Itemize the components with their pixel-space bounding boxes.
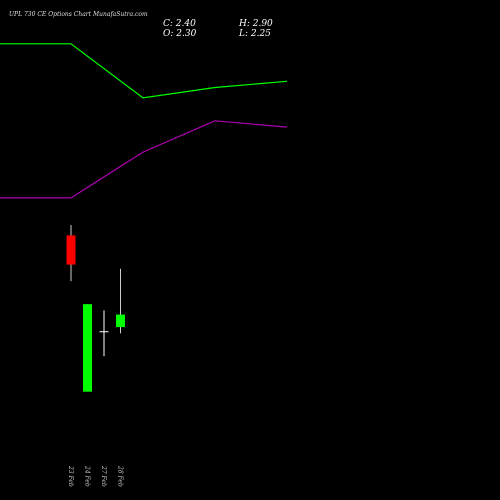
open-value: O: 2.30 [163,29,197,39]
x-tick-label: 23 Feb [67,465,74,487]
x-tick-label: 24 Feb [84,465,91,487]
candle-body [116,314,125,328]
candle [116,268,125,334]
candle [66,225,76,282]
indicator-line-2 [0,120,288,199]
indicator-line-1 [0,43,288,99]
indicator-lines [0,43,288,199]
candle [83,304,92,392]
candle [99,310,109,357]
candle-body [83,304,92,392]
x-axis-ticks: 23 Feb 24 Feb 27 Feb 28 Feb [67,465,124,487]
candle-body [66,235,76,265]
chart-title: UPL 730 CE Options Chart MunafaSutra.com [9,11,148,18]
candle-body [99,331,109,333]
candles [66,225,125,392]
low-value: L: 2.25 [239,29,271,39]
x-tick-label: 28 Feb [117,465,124,487]
high-value: H: 2.90 [239,19,273,29]
x-tick-label: 27 Feb [100,465,107,487]
close-value: C: 2.40 [163,19,196,29]
